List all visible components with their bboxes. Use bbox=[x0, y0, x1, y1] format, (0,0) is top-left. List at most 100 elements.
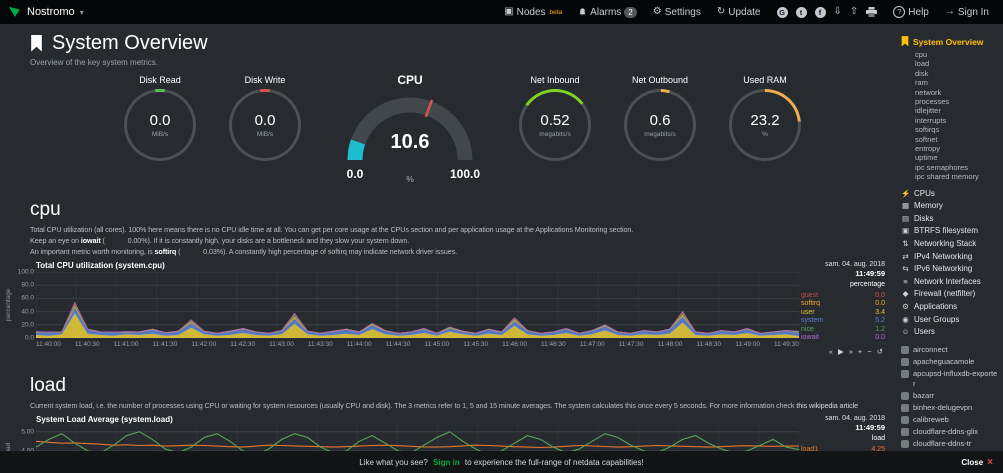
alarms-menu-item[interactable]: Alarms 2 bbox=[578, 6, 637, 18]
legend-dimension-system[interactable]: system 5.2 bbox=[801, 317, 885, 326]
nodes-label: Nodes bbox=[516, 6, 546, 18]
zoom-out-icon[interactable]: − bbox=[867, 347, 872, 356]
sidebar-section-memory[interactable]: ▦ Memory bbox=[901, 200, 999, 213]
sidebar-item-ram[interactable]: ram bbox=[915, 78, 928, 88]
zoom-in-icon[interactable]: + bbox=[857, 347, 863, 356]
gauge-used-ram[interactable]: Used RAM 23.2% bbox=[717, 75, 813, 161]
gauge-value: 23.2 bbox=[750, 112, 780, 129]
github-icon[interactable]: G bbox=[776, 6, 788, 18]
pan-left-icon[interactable]: « bbox=[828, 347, 833, 356]
sidebar-section-networking-stack[interactable]: ⇅ Networking Stack bbox=[901, 238, 999, 251]
help-menu-item[interactable]: ? Help bbox=[893, 6, 929, 18]
banner-text-pre: Like what you see? bbox=[359, 457, 428, 467]
cpu-gauge[interactable]: CPU 10.6 0.0 100.0 % bbox=[322, 73, 498, 189]
sidebar-section-cpus[interactable]: ⚡ CPUs bbox=[901, 188, 999, 201]
sidebar-item-softirqs[interactable]: softirqs bbox=[915, 125, 940, 135]
legend-dimension-load1[interactable]: load1 4.25 bbox=[801, 446, 885, 455]
section-label: User Groups bbox=[914, 314, 960, 324]
sign-in-link[interactable]: Sign in bbox=[433, 457, 460, 467]
plot-area[interactable] bbox=[35, 271, 800, 339]
cpu-utilization-chart[interactable]: Total CPU utilization (system.cpu) perce… bbox=[5, 261, 887, 365]
import-snapshot-icon[interactable]: ⇧ bbox=[849, 6, 859, 17]
x-tick: 11:47:30 bbox=[618, 341, 644, 348]
sidebar-item-processes[interactable]: processes bbox=[915, 97, 950, 107]
sign-in-button[interactable]: → Sign In bbox=[945, 7, 989, 18]
legend-dimension-user[interactable]: user 3.4 bbox=[801, 309, 885, 318]
play-icon[interactable]: ▶ bbox=[837, 347, 844, 356]
sidebar-section-user-groups[interactable]: ◉ User Groups bbox=[901, 314, 999, 327]
sidebar-app-binhex-delugevpn[interactable]: binhex-delugevpn bbox=[901, 403, 999, 413]
x-tick: 11:41:30 bbox=[152, 341, 178, 348]
app-label: binhex-delugevpn bbox=[913, 402, 973, 412]
banner-text-post: to experience the full-range of netdata … bbox=[464, 457, 644, 467]
top-navigation-bar: Nostromo ▾ ▣ Nodes beta Alarms 2 ⚙ Setti… bbox=[0, 0, 1003, 24]
sidebar-item-idlejitter[interactable]: idlejitter bbox=[915, 106, 941, 116]
export-snapshot-icon[interactable]: ⇩ bbox=[833, 6, 842, 17]
dimension-value: 1.2 bbox=[875, 325, 885, 333]
gauge-unit: % bbox=[762, 131, 768, 138]
sidebar-section-disks[interactable]: ▤ Disks bbox=[901, 213, 999, 226]
gauge-disk-read[interactable]: Disk Read 0.0 MiB/s bbox=[112, 75, 208, 161]
sidebar-app-airconnect[interactable]: airconnect bbox=[901, 345, 999, 355]
app-icon bbox=[901, 403, 909, 412]
x-tick: 11:46:00 bbox=[502, 341, 527, 348]
cpu-gauge-max: 100.0 bbox=[450, 167, 480, 181]
legend-dimension-iowait[interactable]: iowait 0.0 bbox=[801, 334, 885, 343]
sidebar-item-softnet[interactable]: softnet bbox=[915, 134, 938, 144]
pan-right-icon[interactable]: » bbox=[848, 347, 853, 356]
sidebar-section-users[interactable]: ☺ Users bbox=[901, 326, 999, 339]
facebook-icon[interactable]: f bbox=[814, 6, 826, 18]
sections-sidebar: System Overview cpu load disk ram network pro… bbox=[893, 24, 1003, 473]
settings-menu-item[interactable]: ⚙ Settings bbox=[653, 7, 701, 18]
sidebar-app-apacheguacamole[interactable]: apacheguacamole bbox=[901, 357, 999, 367]
dimension-value: 0.0 bbox=[875, 291, 885, 299]
gauge-value: 0.0 bbox=[254, 112, 276, 129]
sidebar-section-firewall-netfilter-[interactable]: ◆ Firewall (netfilter) bbox=[901, 288, 999, 301]
sidebar-item-load[interactable]: load bbox=[915, 59, 930, 69]
sidebar-section-applications[interactable]: ⚙ Applications bbox=[901, 301, 999, 314]
sidebar-item-entropy[interactable]: entropy bbox=[915, 144, 941, 154]
sidebar-section-ipv4-networking[interactable]: ⇄ IPv4 Networking bbox=[901, 251, 999, 264]
nodes-menu-item[interactable]: ▣ Nodes beta bbox=[504, 7, 562, 18]
sidebar-section-network-interfaces[interactable]: ≡ Network Interfaces bbox=[901, 276, 999, 289]
sidebar-item-system-overview[interactable]: System Overview bbox=[901, 36, 999, 47]
gauge-inner: 0.52 megabits/s bbox=[519, 89, 591, 161]
sidebar-item-interrupts[interactable]: interrupts bbox=[915, 115, 947, 125]
x-tick: 11:46:30 bbox=[540, 341, 566, 348]
x-tick: 11:49:30 bbox=[774, 341, 799, 348]
section-label: CPUs bbox=[914, 188, 935, 198]
sidebar-app-cloudflare-ddns-tr[interactable]: cloudflare-ddns-tr bbox=[901, 439, 999, 449]
section-label: Disks bbox=[914, 213, 934, 223]
sidebar-item-cpu[interactable]: cpu bbox=[915, 50, 928, 59]
reset-zoom-icon[interactable]: ↺ bbox=[876, 347, 883, 356]
gauge-ring: 0.6 megabits/s bbox=[624, 89, 696, 161]
sidebar-item-ipc-shared-memory[interactable]: ipc shared memory bbox=[915, 172, 979, 182]
sidebar-app-cloudflare-ddns-glix[interactable]: cloudflare-ddns-glix bbox=[901, 427, 999, 437]
sidebar-app-apcupsd-influxdb-exporter[interactable]: apcupsd-influxdb-exporter bbox=[901, 369, 999, 389]
gauge-disk-write[interactable]: Disk Write 0.0 MiB/s bbox=[217, 75, 313, 161]
banner-close-button[interactable]: Close × bbox=[961, 457, 993, 468]
sidebar-section-ipv6-networking[interactable]: ⇆ IPv6 Networking bbox=[901, 263, 999, 276]
hostname-menu[interactable]: Nostromo ▾ bbox=[8, 5, 84, 19]
sidebar-item-disk[interactable]: disk bbox=[915, 68, 929, 78]
legend-dimension-nice[interactable]: nice 1.2 bbox=[801, 326, 885, 335]
x-tick: 11:40:30 bbox=[74, 341, 100, 348]
sidebar-item-ipc-semaphores[interactable]: ipc semaphores bbox=[915, 162, 968, 172]
sidebar-section-btrfs-filesystem[interactable]: ▣ BTRFS filesystem bbox=[901, 225, 999, 238]
update-menu-item[interactable]: ↻ Update bbox=[717, 7, 761, 18]
gauge-net-inbound[interactable]: Net Inbound 0.52 megabits/s bbox=[507, 75, 603, 161]
sidebar-item-network[interactable]: network bbox=[915, 87, 942, 97]
sidebar-app-calibreweb[interactable]: calibreweb bbox=[901, 415, 999, 425]
sidebar-app-bazarr[interactable]: bazarr bbox=[901, 391, 999, 401]
wikipedia-link[interactable]: this wikipedia article bbox=[796, 401, 859, 410]
x-tick: 11:47:00 bbox=[579, 341, 605, 348]
network-stack-icon: ⇅ bbox=[902, 239, 909, 249]
legend-dimension-softirq[interactable]: softirq 0.0 bbox=[801, 300, 885, 309]
legend-dimension-guest[interactable]: guest 0.0 bbox=[801, 292, 885, 301]
dimension-name: system bbox=[801, 317, 824, 324]
twitter-icon[interactable]: t bbox=[795, 6, 807, 18]
sidebar-item-uptime[interactable]: uptime bbox=[915, 153, 938, 163]
print-icon[interactable] bbox=[866, 7, 878, 17]
x-tick: 11:44:00 bbox=[346, 341, 372, 348]
gauge-net-outbound[interactable]: Net Outbound 0.6 megabits/s bbox=[612, 75, 708, 161]
